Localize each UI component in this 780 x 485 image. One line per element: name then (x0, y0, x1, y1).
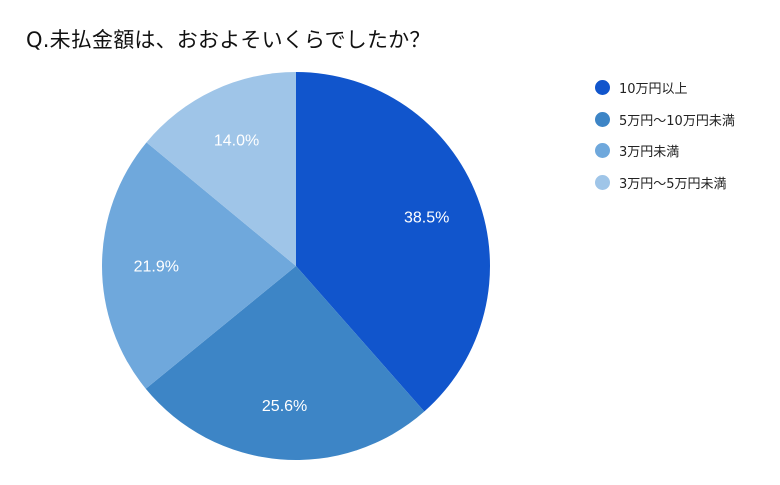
legend-dot-icon (595, 111, 610, 127)
slice-percent-label: 14.0% (214, 133, 259, 150)
legend-label: 10万円以上 (619, 82, 688, 98)
legend-dot-icon (595, 80, 610, 96)
legend-label: 3万円〜5万円未満 (619, 176, 727, 192)
pie-slice[interactable] (296, 72, 490, 412)
slice-percent-label: 21.9% (134, 259, 179, 276)
legend-dot-icon (595, 174, 610, 190)
legend-label: 5万円〜10万円未満 (619, 113, 735, 129)
pie-slice[interactable] (101, 142, 296, 389)
slice-percent-label: 25.6% (262, 398, 307, 415)
legend-item[interactable]: 3万円〜5万円未満 (595, 167, 735, 199)
pie-labels: 38.5% 25.6% 21.9% 14.0% (134, 133, 450, 416)
legend-item[interactable]: 10万円以上 (595, 72, 735, 104)
slice-percent-label: 38.5% (404, 210, 449, 227)
chart-title: Q.未払金額は、おおよそいくらでしたか？ (26, 28, 431, 52)
legend-label: 3万円未満 (619, 145, 680, 161)
legend-item[interactable]: 3万円未満 (595, 135, 735, 167)
pie-slice[interactable] (146, 72, 296, 266)
legend: 10万円以上 5万円〜10万円未満 3万円未満 3万円〜5万円未満 (595, 72, 735, 198)
pie-slices (101, 72, 490, 460)
pie-slice[interactable] (145, 266, 425, 460)
legend-item[interactable]: 5万円〜10万円未満 (595, 104, 735, 136)
legend-dot-icon (595, 143, 610, 159)
